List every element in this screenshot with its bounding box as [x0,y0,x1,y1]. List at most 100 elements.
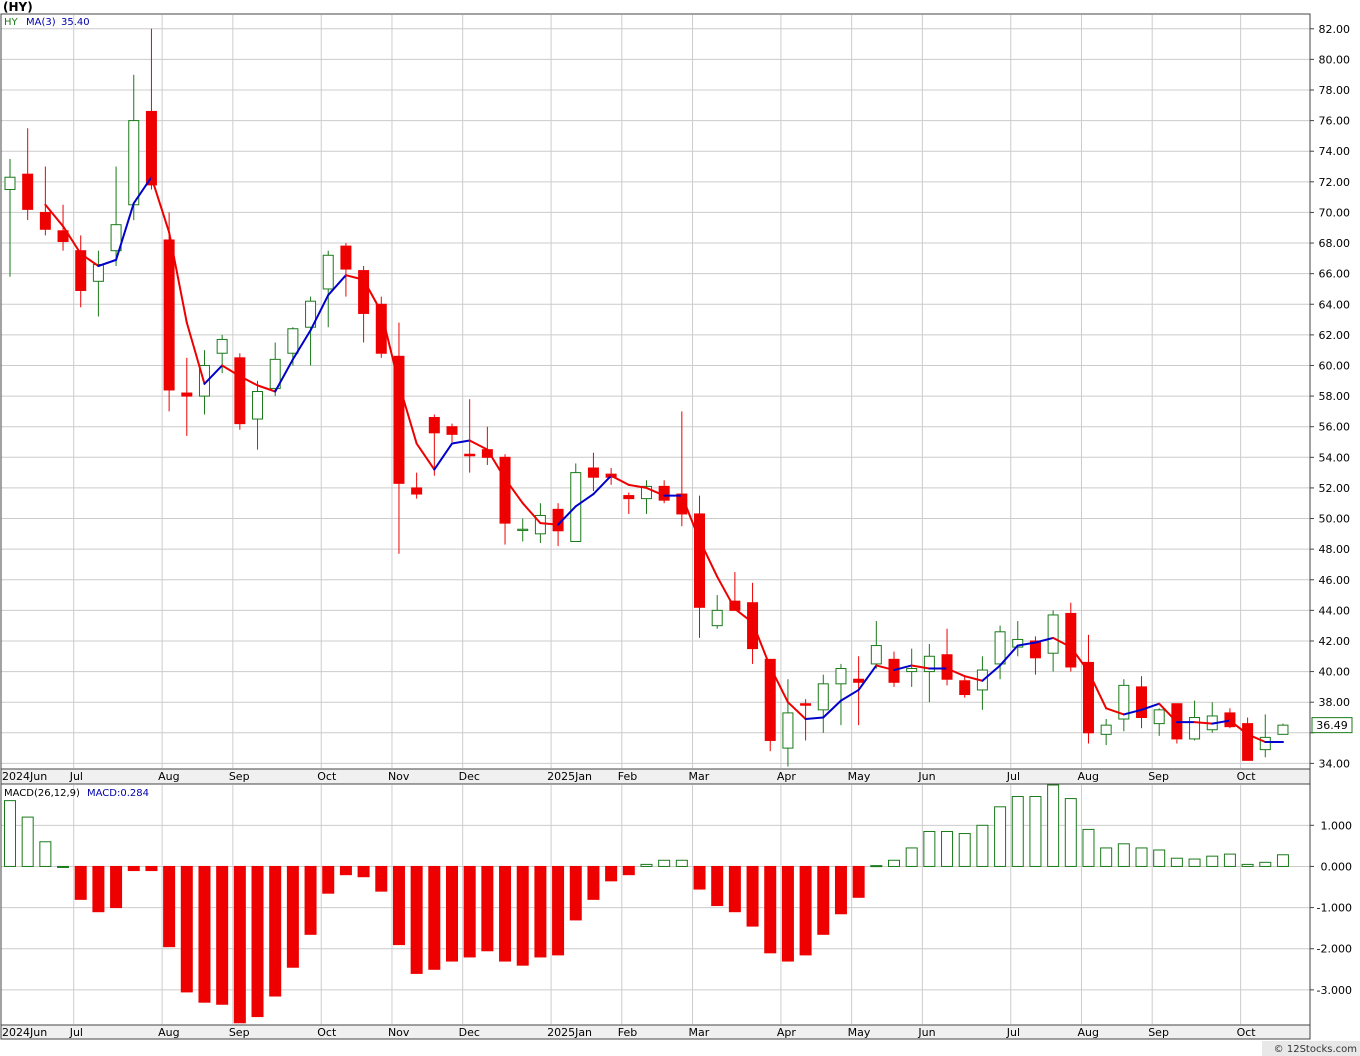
ma-segment [1193,721,1214,725]
ma-segment [769,665,789,704]
ma-segment [168,231,188,324]
macd-bar-positive [1117,843,1130,867]
macd-bar-positive [888,859,900,867]
candle [694,495,706,638]
macd-bar-negative [92,865,105,913]
candle-body-down [676,493,688,515]
candle [817,674,829,733]
candle-body-up [1189,716,1201,740]
ma-segment [946,667,966,678]
macd-bar-negative [446,865,458,962]
price-tick-label: 82.00 [1319,23,1351,36]
macd-bar-positive [21,816,34,867]
macd-tick-label: -1.000 [1317,902,1352,915]
last-price-box [1311,717,1353,734]
price-tick-label: 80.00 [1319,53,1351,66]
macd-bar-negative [834,865,847,915]
macd-bar-negative [375,865,388,892]
macd-month-gridlines [73,785,1242,1024]
macd-legend-value: MACD:0.284 [87,788,149,799]
ma-segment [433,442,453,471]
macd-bar-positive [994,806,1007,867]
ma-segment [274,358,294,393]
candle [163,212,175,412]
macd-bar-negative [163,865,176,948]
price-tick-label: 76.00 [1319,115,1351,128]
candle [499,454,511,545]
macd-bar-positive [905,847,918,867]
price-gridlines [1,28,1310,764]
legend-symbol: HY [4,17,19,28]
candle [1277,723,1289,735]
macd-bar-positive [870,865,883,868]
ma-segment [539,522,560,526]
candle [782,679,794,767]
ma-segment [716,575,736,610]
price-axis-labels: 34.00 38.00 40.00 42.00 44.00 46.00 48.00 50.00… [1310,23,1351,770]
candle-body-down [145,110,157,186]
candle [92,250,104,317]
candle-body-down [1029,640,1041,659]
candle-body-up [92,263,104,282]
macd-bar-negative [799,865,812,956]
macd-bar-negative [269,865,282,997]
macd-bar-positive [1029,796,1042,867]
ma-segment [910,664,931,670]
date-tick-label: Feb [618,770,637,783]
ma-segment [115,202,135,261]
macd-bar-positive [1011,796,1024,867]
macd-bar-negative [392,865,405,946]
price-tick-label: 34.00 [1319,757,1351,770]
candle-body-up [252,391,264,420]
chart-title: (HY) [3,0,33,14]
ma-segment [627,483,648,489]
candle [428,414,440,476]
macd-bar-negative [622,865,635,876]
candle-body-up [817,683,829,711]
macd-bar-negative [145,865,158,872]
date-tick-label: 2025Jan [547,1026,592,1039]
candle-body-up [1100,724,1112,735]
ma-segment [44,203,65,228]
candle [446,423,458,443]
ma-segment [291,329,312,361]
ma-segment [645,486,666,497]
ma-segment [1246,733,1267,743]
ma-segment [521,502,542,525]
candle-body-down [853,678,865,683]
candle [1153,708,1165,736]
candle [764,658,776,752]
price-tick-label: 72.00 [1319,176,1351,189]
candle [411,472,423,499]
macd-bar-negative [781,865,794,962]
macd-bar-positive [1153,849,1166,867]
date-tick-label: Aug [1077,1026,1098,1039]
month-gridlines [73,15,1242,768]
ma-segment [221,364,241,378]
macd-bar-negative [180,865,193,993]
date-tick-label: 2024Jun [2,1026,47,1039]
candle-body-down [1136,686,1148,718]
footer-bar [1262,1041,1360,1056]
ma-segment [786,701,807,721]
candle-body-up [1012,638,1024,648]
candle [640,480,652,514]
candle-body-down [75,250,87,291]
ma-segment [610,474,630,486]
price-tick-label: 74.00 [1319,145,1351,158]
ma-segment [893,664,913,672]
price-tick-label: 38.00 [1319,696,1351,709]
candle [39,166,51,236]
macd-bar-negative [481,865,494,952]
macd-date-axis [0,1024,1311,1040]
date-tick-label: Jul [1006,770,1020,783]
macd-bar-negative [852,865,865,898]
ma-segment [751,621,772,668]
candle-body-down [464,453,476,457]
ma-segment [875,664,895,672]
ma-segment [150,176,171,234]
price-legend: HY MA(3) 35.40 [4,17,90,28]
candle [4,158,16,277]
macd-bar-negative [817,865,830,935]
candle-body-up [305,300,317,328]
